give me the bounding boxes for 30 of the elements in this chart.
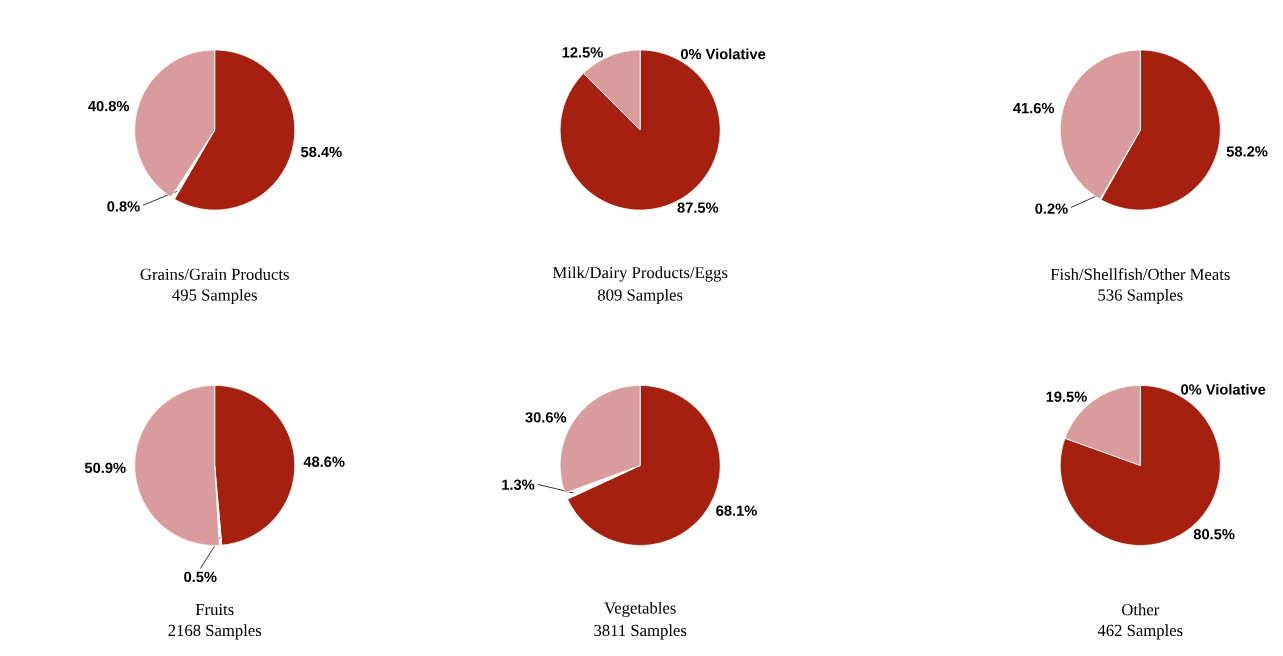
data-label: 80.5%	[1193, 528, 1235, 540]
data-label: 40.8%	[88, 100, 130, 112]
text: Milk/Dairy Products/Eggs	[552, 266, 728, 282]
text: 3811 Samples	[594, 624, 687, 640]
data-label: 58.2%	[1226, 146, 1268, 157]
data-label: 19.5%	[1046, 391, 1087, 402]
text: Vegetables	[604, 601, 676, 617]
data-label: 0.5%	[184, 571, 217, 582]
text: Grains/Grain Products	[140, 268, 289, 280]
data-label: 0.8%	[107, 201, 140, 212]
text: 462 Samples	[1097, 624, 1183, 640]
data-label: 12.5%	[562, 47, 603, 58]
data-label: 58.4%	[301, 146, 342, 158]
data-label: 41.6%	[1013, 102, 1055, 114]
text: Fruits	[195, 603, 234, 616]
text: 495 Samples	[172, 288, 257, 304]
data-label: 87.5%	[677, 202, 719, 213]
data-label: 30.6%	[525, 412, 567, 423]
text: 0% Violative	[680, 48, 766, 60]
data-label: 50.9%	[84, 462, 126, 473]
text: 0% Violative	[1181, 383, 1266, 395]
data-label: 1.3%	[502, 479, 535, 490]
text: 809 Samples	[597, 288, 683, 304]
text: Other	[1122, 603, 1160, 616]
data-label: 0.2%	[1035, 203, 1068, 214]
data-label: 68.1%	[716, 505, 757, 516]
text: Fish/Shellfish/Other Meats	[1050, 268, 1230, 280]
data-label: 48.6%	[303, 456, 345, 467]
text: 2168 Samples	[168, 624, 262, 640]
text: 536 Samples	[1098, 288, 1183, 304]
